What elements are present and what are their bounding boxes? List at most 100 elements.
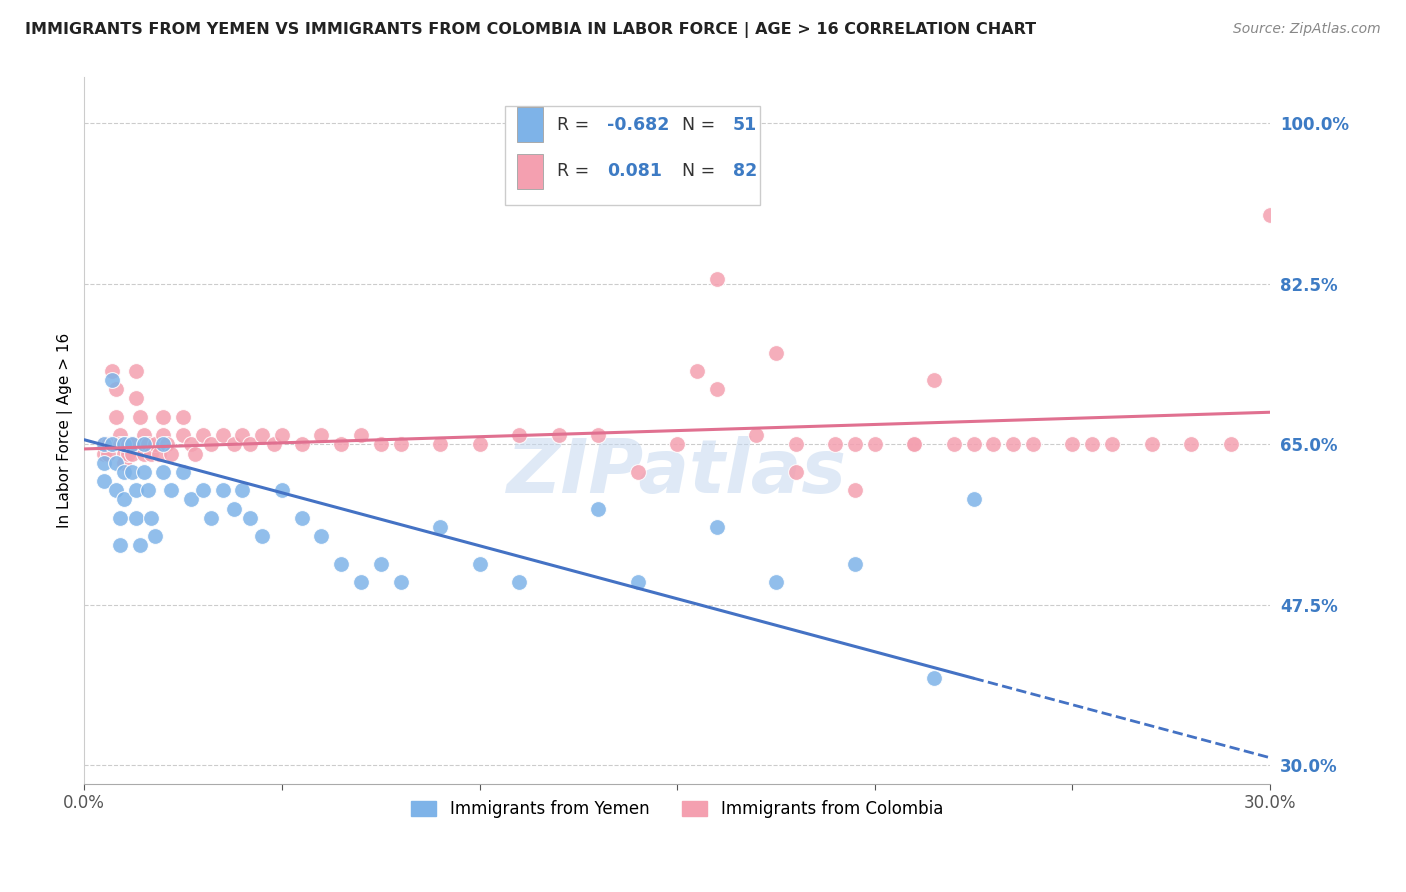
Point	[152, 437, 174, 451]
Point	[863, 437, 886, 451]
Point	[172, 465, 194, 479]
Point	[1140, 437, 1163, 451]
Point	[191, 483, 214, 498]
Point	[172, 428, 194, 442]
Text: R =: R =	[557, 162, 595, 180]
Point	[93, 437, 115, 451]
Point	[104, 456, 127, 470]
Point	[108, 510, 131, 524]
Point	[93, 446, 115, 460]
Point	[903, 437, 925, 451]
Point	[145, 437, 167, 451]
Point	[1258, 208, 1281, 222]
Point	[263, 437, 285, 451]
Point	[350, 428, 373, 442]
Point	[429, 520, 451, 534]
Point	[903, 437, 925, 451]
Point	[627, 465, 650, 479]
Point	[93, 437, 115, 451]
Text: IMMIGRANTS FROM YEMEN VS IMMIGRANTS FROM COLOMBIA IN LABOR FORCE | AGE > 16 CORR: IMMIGRANTS FROM YEMEN VS IMMIGRANTS FROM…	[25, 22, 1036, 38]
Point	[128, 538, 150, 552]
Point	[765, 574, 787, 589]
Point	[152, 428, 174, 442]
Point	[136, 437, 159, 451]
Point	[124, 483, 146, 498]
Point	[686, 364, 709, 378]
Text: R =: R =	[557, 116, 595, 134]
Point	[104, 483, 127, 498]
Point	[468, 557, 491, 571]
Point	[745, 428, 768, 442]
Point	[706, 382, 728, 396]
Point	[224, 501, 246, 516]
Point	[1081, 437, 1104, 451]
Point	[132, 428, 155, 442]
Point	[112, 456, 135, 470]
Point	[141, 510, 163, 524]
Point	[224, 437, 246, 451]
Point	[145, 529, 167, 543]
Point	[330, 437, 353, 451]
Point	[104, 409, 127, 424]
Point	[666, 437, 689, 451]
Point	[132, 465, 155, 479]
Point	[211, 428, 233, 442]
Point	[765, 345, 787, 359]
Point	[330, 557, 353, 571]
Point	[922, 373, 945, 387]
Point	[108, 437, 131, 451]
Point	[180, 492, 202, 507]
Point	[508, 574, 530, 589]
Point	[184, 446, 207, 460]
Point	[508, 428, 530, 442]
Point	[1101, 437, 1123, 451]
Point	[97, 437, 120, 451]
Point	[112, 492, 135, 507]
Point	[128, 409, 150, 424]
Point	[1022, 437, 1045, 451]
Point	[124, 364, 146, 378]
Text: ZIPatlas: ZIPatlas	[508, 436, 848, 509]
Point	[117, 437, 139, 451]
Point	[231, 483, 253, 498]
Point	[136, 483, 159, 498]
Point	[112, 437, 135, 451]
Point	[104, 382, 127, 396]
Point	[586, 428, 609, 442]
Point	[291, 437, 314, 451]
Point	[180, 437, 202, 451]
Point	[148, 446, 170, 460]
Point	[132, 437, 155, 451]
Point	[239, 510, 262, 524]
Point	[983, 437, 1005, 451]
Point	[121, 446, 143, 460]
Point	[191, 428, 214, 442]
Text: 51: 51	[733, 116, 758, 134]
Point	[291, 510, 314, 524]
Text: 0.081: 0.081	[607, 162, 662, 180]
Point	[271, 428, 294, 442]
Point	[844, 437, 866, 451]
FancyBboxPatch shape	[505, 105, 761, 204]
Point	[429, 437, 451, 451]
Point	[132, 437, 155, 451]
Point	[785, 465, 807, 479]
Point	[706, 272, 728, 286]
Point	[271, 483, 294, 498]
Point	[311, 428, 333, 442]
Point	[156, 437, 179, 451]
Point	[108, 538, 131, 552]
Point	[101, 364, 124, 378]
Point	[962, 437, 984, 451]
Point	[121, 465, 143, 479]
Point	[370, 557, 392, 571]
Point	[112, 465, 135, 479]
Y-axis label: In Labor Force | Age > 16: In Labor Force | Age > 16	[58, 333, 73, 528]
Text: N =: N =	[682, 116, 721, 134]
Point	[172, 409, 194, 424]
Bar	[517, 107, 543, 143]
Point	[121, 437, 143, 451]
Point	[962, 492, 984, 507]
Point	[1219, 437, 1241, 451]
Point	[101, 437, 124, 451]
